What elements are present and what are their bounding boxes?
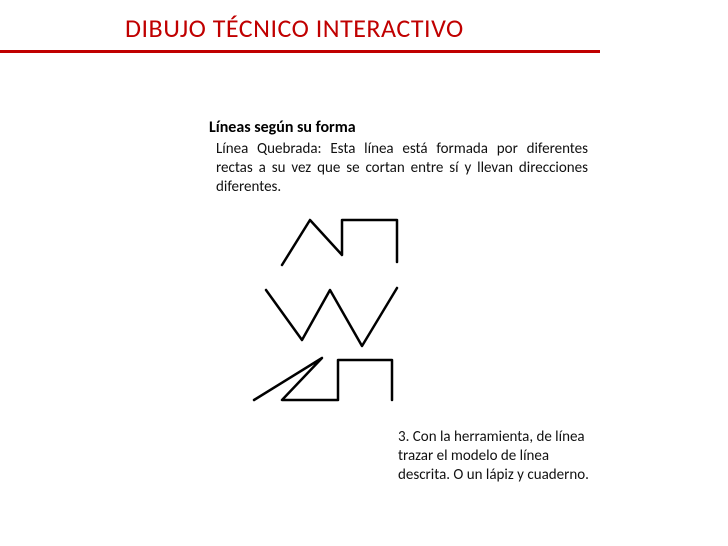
diagram-svg	[242, 210, 442, 410]
title-bar: DIBUJO TÉCNICO INTERACTIVO	[0, 0, 728, 54]
body-paragraph: Línea Quebrada: Esta línea está formada …	[216, 140, 588, 198]
page-title: DIBUJO TÉCNICO INTERACTIVO	[125, 12, 728, 44]
section-subtitle: Líneas según su forma	[209, 118, 356, 137]
broken-lines-diagram	[242, 210, 442, 410]
instruction-caption: 3. Con la herramienta, de línea trazar e…	[398, 428, 593, 484]
title-underline	[0, 50, 600, 53]
